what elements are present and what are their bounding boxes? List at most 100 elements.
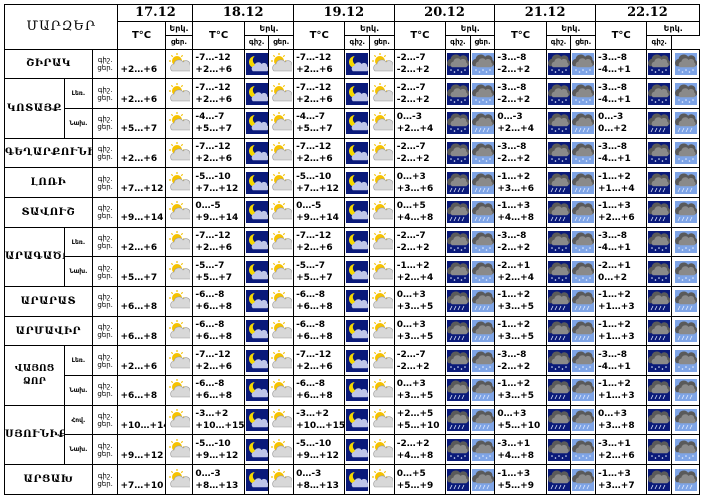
weather-icon-cell [268, 434, 295, 466]
moon-cloud-icon [346, 112, 369, 135]
temperature-cell: -7…-12 +2…+6 [293, 48, 346, 80]
temperature-cell: +2…+5 +5…+10 [393, 404, 447, 436]
period-labels: գիշ. ցեր. [91, 434, 119, 466]
temperature-cell: -7…-12 +2…+6 [192, 78, 245, 109]
moon-cloud-icon [245, 201, 268, 224]
temperature-value: -1…+2 [597, 320, 631, 331]
temperature-value: 0…+3 [497, 409, 527, 420]
rain-night-icon [547, 468, 570, 491]
period-label: ցեր. [97, 271, 113, 280]
temperature-value [120, 230, 164, 242]
temperature-value: 0…-3 [497, 112, 523, 123]
region-row: ԿՈՏԱՅՔ Լեռ. գիշ. ցեր. +2…+6 -7…-12 +2…+6 -7…-12… [4, 78, 700, 139]
temperature-cell: -7…-12 +2…+6 [192, 137, 245, 169]
temperature-value: +3…+5 [396, 332, 434, 343]
temperature-value: +2…+6 [120, 361, 158, 372]
partly-cloudy-sun-icon [166, 141, 192, 164]
region-name: ԱՐՄԱՎԻՐ [4, 315, 93, 347]
temperature-cell: -3…-8 -4…+1 [594, 48, 648, 80]
region-row: ԱՐՑԱԽ գիշ. ցեր. +7…+10 0…-3 +8…+13 0…-3 +8…+13 0… [4, 464, 700, 495]
temperature-value: +9…+12 [195, 450, 239, 461]
temperature-value [120, 319, 164, 331]
period-label: գիշ. [97, 412, 113, 421]
temperature-value: 0…+3 [396, 379, 426, 390]
weather-icon-cell [243, 375, 270, 406]
weather-icon-cell [445, 256, 471, 288]
period-labels: գիշ. ցեր. [91, 48, 119, 80]
moon-cloud-icon [245, 290, 268, 313]
moon-cloud-icon [245, 260, 268, 283]
subregion-label: Հով. [63, 404, 93, 436]
rain-day-icon [471, 468, 494, 491]
temperature-value: +6…+8 [120, 332, 158, 343]
rain-night-icon [547, 379, 570, 402]
weather-icon-cell [164, 226, 194, 258]
partly-cloudy-sun-icon [166, 201, 192, 223]
rain-day-icon [572, 112, 595, 135]
weather-icon-cell [646, 78, 672, 109]
weather-icon-cell [268, 315, 295, 347]
region-row: Նախ. գիշ. ցեր. +5…+7 -5…-7 +5…+7 -5…-7 +5…+7 -1…… [5, 256, 700, 288]
rain-day-icon [572, 171, 595, 194]
weather-icon-cell [646, 167, 672, 198]
period-labels: գիշ. ցեր. [91, 286, 119, 317]
cloudy-night-icon [446, 141, 470, 164]
cloudy-night-icon [446, 438, 470, 461]
temperature-cell: +6…+8 [117, 375, 166, 406]
temperature-cell: +7…+10 [117, 464, 166, 495]
weather-icon-cell [469, 196, 496, 228]
temperature-cell: -3…-8 -4…+1 [594, 78, 648, 109]
region-row: ՏԱՎՈՒՇ գիշ. ցեր. +9…+14 0…-5 +9…+14 0…-5 +9…+14… [4, 196, 700, 228]
rain-day-icon [673, 112, 699, 135]
weather-icon-cell [469, 256, 496, 288]
period-label: գիշ. [97, 352, 113, 361]
weather-icon-cell [369, 78, 395, 109]
cloudy-night-icon [446, 82, 470, 105]
period-labels: գիշ. ցեր. [91, 196, 119, 228]
weather-icon-cell [445, 48, 471, 80]
temperature-value: +6…+8 [120, 391, 158, 402]
rain-day-icon [572, 320, 595, 343]
temperature-value: +5…+9 [396, 480, 434, 491]
moon-cloud-icon [245, 438, 268, 461]
partly-cloudy-sun-icon [371, 82, 394, 105]
weather-icon-cell [671, 434, 700, 466]
date-header: 19.12 [293, 4, 395, 22]
weather-icon-cell [646, 137, 672, 169]
rain-day-icon [471, 112, 494, 135]
night-header: գիշ. [445, 34, 471, 50]
weather-icon-cell [445, 226, 471, 258]
temperature-value: -7…-12 [195, 349, 231, 360]
weather-icon-cell [570, 345, 596, 377]
weather-icon-cell [671, 107, 700, 139]
weather-icon-cell [243, 256, 270, 288]
temperature-value: +3…+5 [497, 391, 534, 402]
cloudy-day-icon [471, 260, 494, 283]
temperature-cell: -3…-8 -2…+2 [494, 226, 547, 258]
weather-icon-cell [369, 48, 395, 80]
cloudy-night-icon [547, 52, 570, 75]
period-label: գիշ. [97, 144, 113, 153]
partly-cloudy-sun-icon [270, 171, 293, 194]
weather-icon-cell [646, 375, 672, 406]
weather-icon-cell [545, 137, 572, 169]
rain-night-icon [648, 171, 671, 194]
temperature-value: +1…+3 [597, 332, 635, 343]
temperature-cell: +2…+6 [117, 226, 166, 258]
cloudy-night-icon [446, 260, 470, 283]
region-row: ԼՈՌԻ գիշ. ցեր. +7…+12 -5…-10 +7…+12 -5…-10 +7…+… [4, 167, 700, 198]
rain-day-icon [673, 201, 699, 224]
temperature-value: -6…-8 [296, 320, 326, 331]
period-label: ցեր. [97, 301, 113, 310]
temperature-value [120, 111, 164, 123]
temperature-cell: -3…-8 -2…+2 [494, 78, 547, 109]
weather-icon-cell [570, 315, 596, 347]
weather-icon-cell [344, 107, 371, 139]
weather-icon-cell [469, 48, 496, 80]
temperature-cell: -1…+2 +1…+3 [594, 286, 648, 317]
cloudy-day-icon [471, 52, 494, 75]
temperature-value: +2…+6 [120, 243, 158, 253]
weather-icon-cell [344, 78, 371, 109]
weather-icon-cell [671, 167, 700, 198]
temperature-value: +4…+8 [497, 450, 534, 461]
